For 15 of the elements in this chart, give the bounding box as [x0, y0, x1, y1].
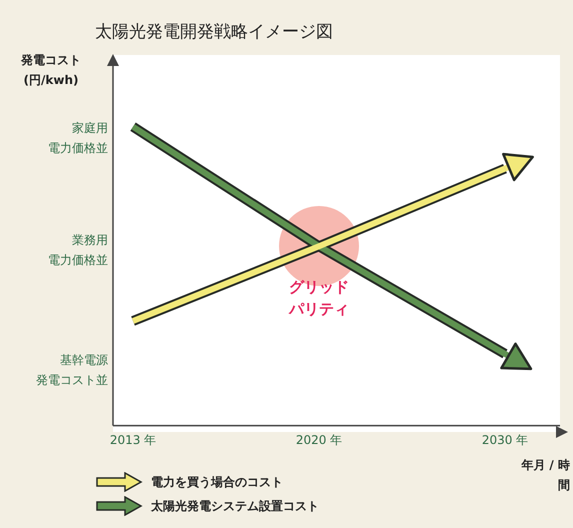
x-tick-label: 2020 年 — [296, 432, 342, 447]
x-tick-label: 2013 年 — [110, 432, 156, 447]
text: 電力価格並 — [48, 140, 108, 157]
annotation: グリッドパリティ — [288, 277, 350, 320]
y-axis-title: 発電コスト (円/kwh) — [20, 52, 82, 89]
legend-label: 太陽光発電システム設置コスト — [151, 498, 319, 514]
chart-title: 太陽光発電開発戦略イメージ図 — [95, 21, 333, 43]
x-axis-title: 年月 / 時間 — [520, 457, 570, 494]
text: 家庭用 — [72, 120, 108, 137]
x-tick-label: 2030 年 — [482, 432, 528, 447]
text: 業務用 — [72, 232, 108, 249]
text: 基幹電源 — [60, 352, 108, 369]
text: 発電コスト並 — [36, 372, 108, 389]
text: 電力価格並 — [48, 252, 108, 269]
legend-label: 電力を買う場合のコスト — [151, 474, 283, 490]
